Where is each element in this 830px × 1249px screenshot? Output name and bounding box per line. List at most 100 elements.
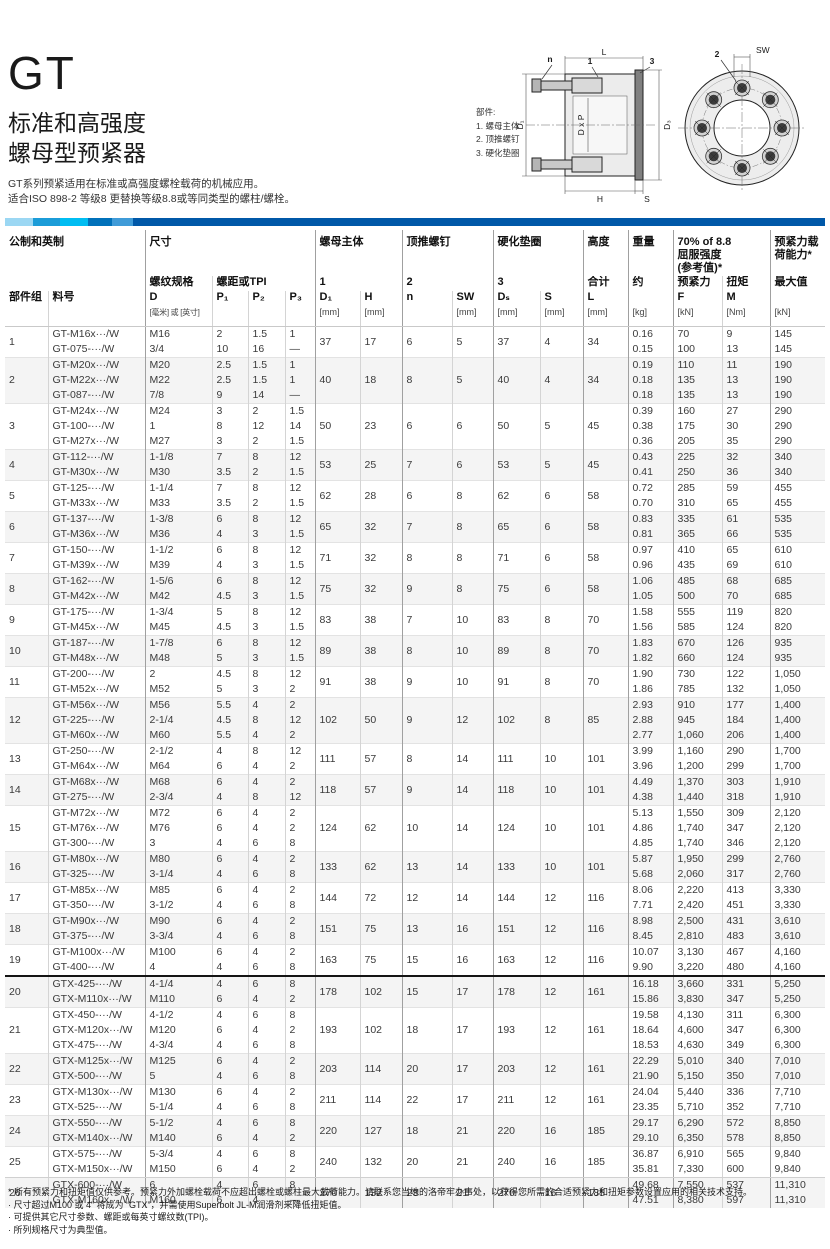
spec-row: GTX-M160x···/W M160 6 4—47.51 8,380 597 11,310 [5,1193,825,1208]
svg-text:2: 2 [715,49,720,59]
parts-legend-item-1: 1. 螺母主体 [476,120,520,131]
spec-row: 26 GTX-600-···/W 6 4 6 8 270 132 23 21 270 16 185 49.… [5,1177,825,1208]
header-part-num-1: 1 [314,276,402,291]
header-thread-spec: 螺纹规格 [144,276,212,291]
spec-table-body: 1 GT-M16x···/W M16 2 1.5 1 37 17 6 5 37 4 34 0.16 70 9 1… [5,326,825,1208]
header-preload-capacity: 预紧力载 荷能力* [769,230,825,276]
header-dimensions: 尺寸 [144,230,315,276]
spec-row: GT-M30x···/W M30 3.5 2 1.5 0.41 250 36 340 [5,465,825,481]
accent-bar-segment [112,218,133,226]
spec-row: 23 GTX-M130x···/W M130 6 4 2 211 114 22 17 211 12 16… [5,1084,825,1116]
spec-row: GT-075-···/W 3/4 10 16—0.15 100 13 145 [5,342,825,358]
col-p1: P₁ [211,291,248,327]
spec-row: GT-325-···/W 3-1/4 4 6 8 5.68 2,060 317 2,760 [5,867,825,883]
spec-row: 16 GT-M80x···/W M80 6 4 2 133 62 13 14 133 10 101 5.8… [5,851,825,883]
svg-text:3: 3 [650,56,655,66]
col-part-number: 料号 [47,291,145,327]
spec-row: GT-M64x···/W M64 6 4 2 3.96 1,200 299 1,700 [5,759,825,775]
header-approx: 约 [627,276,673,291]
masthead: GT 标准和高强度 螺母型预紧器 GT系列预紧适用在标准或高强度螺栓载荷的机械应… [8,50,295,207]
footnotes: * 所有预紧力和扭矩值仅供参考。预紧力外加螺栓载荷不应超出螺栓或螺柱最大载荷能力… [8,1186,824,1236]
col-d: D [毫米] 或 [英寸] [144,291,212,327]
spec-row: 8 GT-162-···/W 1-5/6 6 8 12 75 32 9 8 75 6 58 1.06 485… [5,573,825,605]
header-part-num-2: 2 [401,276,493,291]
col-l: L [mm] [582,291,628,327]
spec-row: 10 GT-187-···/W 1-7/8 6 8 12 89 38 8 10 89 8 70 1.83 6… [5,635,825,667]
spec-row: 7 GT-150-···/W 1-1/2 6 8 12 71 32 8 8 71 6 58 0.97 410… [5,542,825,574]
header-yield-70pct: 70% of 8.8 屈服强度 (参考值)* [672,230,770,276]
spec-row: GT-M33x···/W M33 3.5 2 1.5 0.70 310 65 455 [5,496,825,512]
header-preload: 预紧力 [672,276,722,291]
spec-row: GT-M36x···/W M36 4 3 1.5 0.81 365 66 535 [5,527,825,543]
spec-row: 12 GT-M56x···/W M56 5.5 4 2 102 50 9 12 102 8 85 2.93… [5,697,825,744]
spec-row: 9 GT-175-···/W 1-3/4 5 8 12 83 38 7 10 83 8 70 1.58 55… [5,604,825,636]
spec-row: GT-087-···/W 7/8 9 14—0.18 135 13 190 [5,388,825,404]
accent-bar [5,218,825,226]
technical-drawing: L D₁ D x P n 1 3 D₃ [470,44,822,211]
spec-row: 24 GTX-550-···/W 5-1/2 4 6 8 220 127 18 21 220 16 18… [5,1115,825,1147]
spec-row: GTX-525-···/W 5-1/4 4 6 8 23.35 5,710 352 7,710 [5,1100,825,1116]
spec-row: 22 GTX-M125x···/W M125 6 4 2 203 114 20 17 203 12 16… [5,1053,825,1085]
accent-bar-segment [60,218,88,226]
footnote: · 可提供其它尺寸参数、螺距或每英寸螺纹数(TPI)。 [8,1212,214,1222]
pretensioner-diagram-icon: L D₁ D x P n 1 3 D₃ [515,45,806,204]
page-title: GT [8,47,76,99]
spec-row: 1 GT-M16x···/W M16 2 1.5 1 37 17 6 5 37 4 34 0.16 70 9 1… [5,326,825,358]
spec-row: 20 GTX-425-···/W 4-1/4 4 6 8 178 102 15 17 178 12 16… [5,975,825,1008]
footnote: · 尺寸超过M100 或 4” 将成为 “GTX”，并需使用Superbolt … [8,1199,347,1210]
svg-text:1: 1 [588,56,593,66]
spec-row: 6 GT-137-···/W 1-3/8 6 8 12 65 32 7 8 65 6 58 0.83 335… [5,511,825,543]
svg-text:n: n [547,54,552,64]
header-part-num-3: 3 [492,276,583,291]
spec-row: 4 GT-112-···/W 1-1/8 7 8 12 53 25 7 6 53 5 45 0.43 225… [5,449,825,481]
parts-legend-title: 部件: [476,107,496,117]
spec-row: GT-M76x···/W M76 6 4 2 4.86 1,740 347 2,120 [5,821,825,836]
spec-row: 2 GT-M20x···/W M20 2.5 1.5 1 40 18 8 5 40 4 34 0.19 11… [5,357,825,404]
spec-row: GTX-500-···/W 5 4 6 8 21.90 5,150 350 7,010 [5,1069,825,1085]
spec-row: GT-375-···/W 3-3/4 4 6 8 8.45 2,810 483 3,610 [5,929,825,945]
subtitle-line-2: 螺母型预紧器 [8,140,146,166]
svg-text:D x P: D x P [576,114,586,135]
header-pitch-tpi: 螺距或TPI [211,276,315,291]
svg-text:SW: SW [756,45,770,55]
header-max-value: 最大值 [769,276,825,291]
col-sw: SW [mm] [451,291,493,327]
description-line-2: 适合ISO 898-2 等级8 更替换等级8.8或等同类型的螺柱/螺栓。 [8,193,296,205]
spec-table: 公制和英制 尺寸 螺母主体 顶推螺钉 硬化垫圈 高度 重量 70% of 8.8… [5,230,825,1208]
spec-row: 15 GT-M72x···/W M72 6 4 2 124 62 10 14 124 10 101 5.1… [5,805,825,852]
spec-row: GT-M45x···/W M45 4.5 3 1.5 1.56 585 124 820 [5,620,825,636]
spec-row: GT-100-···/W 1 8 12 14 0.38 175 30 290 [5,419,825,434]
svg-text:L: L [602,47,607,57]
spec-row: GT-M60x···/W M60 5.5 4 2 2.77 1,060 206 1,400 [5,728,825,744]
spec-row: 5 GT-125-···/W 1-1/4 7 8 12 62 28 6 8 62 6 58 0.72 285… [5,480,825,512]
accent-bar-segment [33,218,60,226]
spec-row: GT-M48x···/W M48 5 3 1.5 1.82 660 124 935 [5,651,825,667]
header-total: 合计 [582,276,628,291]
spec-row: GT-M27x···/W M27 3 2 1.5 0.36 205 35 290 [5,434,825,450]
spec-row: 11 GT-200-···/W 2 4.5 8 12 91 38 9 10 91 8 70 1.90 730… [5,666,825,698]
spec-row: 14 GT-M68x···/W M68 6 4 2 118 57 9 14 118 10 101 4.49… [5,774,825,806]
page-description: GT系列预紧适用在标准或高强度螺栓载荷的机械应用。 适合ISO 898-2 等级… [8,177,295,207]
header-weight: 重量 [627,230,673,276]
parts-legend-item-2: 2. 顶推螺钉 [476,134,520,144]
spec-row: GTX-M120x···/W M120 6 4 2 18.64 4,600 347 6,300 [5,1023,825,1038]
spec-table-header: 公制和英制 尺寸 螺母主体 顶推螺钉 硬化垫圈 高度 重量 70% of 8.8… [5,230,825,327]
header-nut-body: 螺母主体 [314,230,402,276]
spec-row: GTX-475-···/W 4-3/4 4 6 8 18.53 4,630 349 6,300 [5,1038,825,1054]
col-weight-kg: [kg] [627,291,673,327]
spec-row: GTX-M150x···/W M150 6 4 2 35.81 7,330 600 9,840 [5,1162,825,1178]
accent-bar-segment [133,218,825,226]
accent-bar-segment [5,218,33,226]
header-spacer [5,276,145,291]
spec-row: GT-300-···/W 3 4 6 8 4.85 1,740 346 2,120 [5,836,825,852]
col-h: H [mm] [359,291,402,327]
col-ds: Dₛ [mm] [492,291,540,327]
svg-text:H: H [597,194,603,204]
parts-legend: 部件: 1. 螺母主体 2. 顶推螺钉 3. 硬化垫圈 [476,106,519,160]
spec-row: 18 GT-M90x···/W M90 6 4 2 151 75 13 16 151 12 116 8.9… [5,913,825,945]
col-s: S [mm] [539,291,583,327]
spec-row: GTX-M140x···/W M140 6 4 2 29.10 6,350 578 8,850 [5,1131,825,1147]
spec-row: 25 GTX-575-···/W 5-3/4 4 6 8 240 132 20 21 240 16 18… [5,1146,825,1178]
header-jack-screws: 顶推螺钉 [401,230,493,276]
